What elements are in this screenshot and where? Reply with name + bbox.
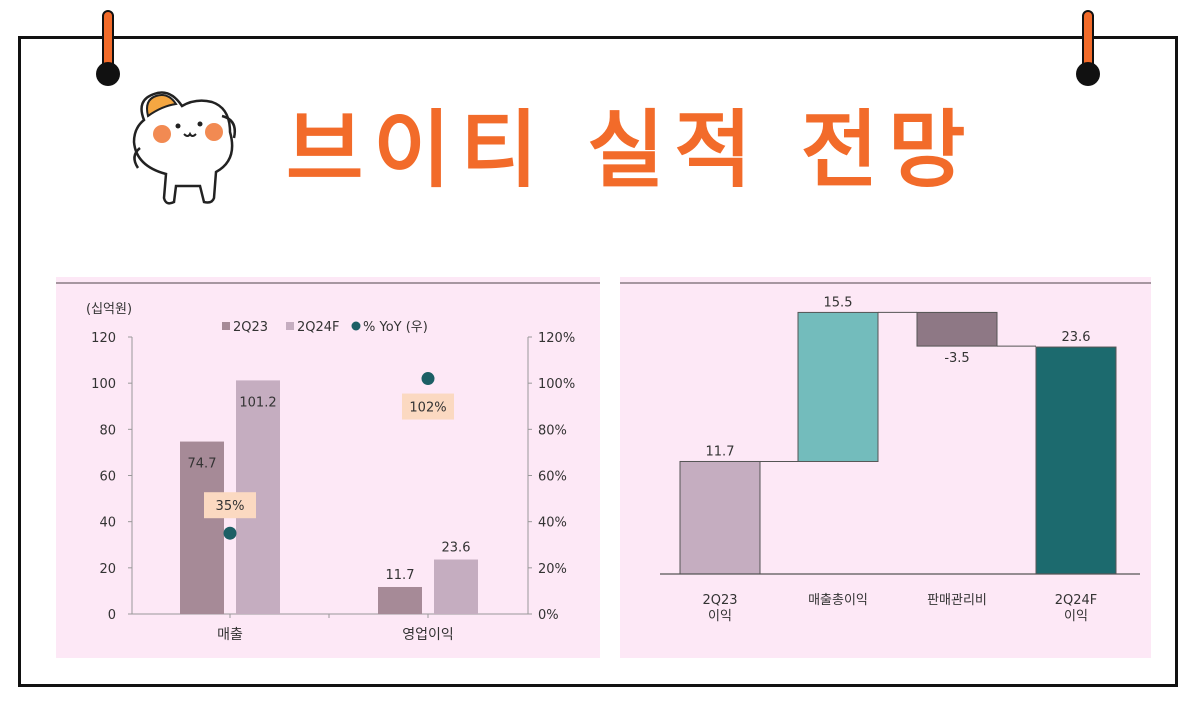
left-pin-icon [96,10,120,90]
page-title: 브이티 실적 전망 [286,101,976,199]
legend-swatch [222,322,230,330]
legend-label: 2Q23 [233,320,268,335]
y-tick-label: 120 [91,331,116,346]
sales-profit-chart: (십억원) 0 20 40 60 80 100 120 0% 20% 40% 60% 80% 100% 12… [56,282,600,643]
waterfall-bar [1035,346,1117,575]
bar-value-label: 101.2 [239,395,276,410]
category-label: 영업이익 [402,627,454,643]
yoy-label-box [402,393,454,420]
bar-value-label: 74.7 [188,457,217,472]
waterfall-category-label: 판매관리비 [927,593,987,608]
y-tick-label: 0 [108,608,116,623]
yoy-label: 102% [409,401,446,416]
bar-value-label: 11.7 [386,568,415,583]
y-tick-label: 80 [99,423,116,438]
yoy-dot [223,526,237,540]
waterfall-bar [797,311,879,462]
bar-2Q24F [434,559,478,614]
y-tick-label: 100 [91,377,116,392]
yoy-label-box [204,492,256,519]
y2-tick-label: 0% [538,608,559,623]
y-tick-label: 40 [99,516,116,531]
bar-2Q23 [378,586,422,614]
waterfall-value-label: 15.5 [824,295,853,310]
legend-swatch [351,321,361,331]
waterfall-category-label: 2Q24F 이익 [1055,593,1098,624]
waterfall-bar [916,311,998,347]
y-tick-label: 60 [99,470,116,485]
profit-waterfall-chart: 11.7 15.5 -3.5 23.6 2Q23 이익 매출총이익 판매관리비 2Q24F 이익 [620,282,1151,624]
y-tick-label: 20 [99,562,116,577]
waterfall-category-label: 2Q23 이익 [702,593,737,624]
legend-label: % YoY (우) [363,320,428,335]
bar-2Q23 [180,441,224,614]
y2-tick-label: 100% [538,377,575,392]
yoy-dot [421,372,435,386]
profit-waterfall-chart-panel: 11.7 15.5 -3.5 23.6 2Q23 이익 매출총이익 판매관리비 2Q24F 이익 [620,277,1151,658]
cat-mascot-icon [132,91,236,205]
sales-profit-chart-panel: (십억원) 0 20 40 60 80 100 120 0% 20% 40% 60% 80% 100% 12… [56,277,600,658]
y2-tick-label: 120% [538,331,575,346]
waterfall-value-label: 11.7 [706,444,735,459]
waterfall-value-label: 23.6 [1062,330,1091,345]
yoy-label: 35% [216,499,245,514]
legend-swatch [286,322,294,330]
y-axis-unit-label: (십억원) [86,302,132,317]
bar-value-label: 23.6 [442,541,471,556]
right-pin-icon [1076,10,1100,90]
waterfall-value-label: -3.5 [944,351,969,366]
legend-label: 2Q24F [297,320,340,335]
y2-tick-label: 20% [538,562,567,577]
y2-tick-label: 60% [538,470,567,485]
waterfall-category-label: 매출총이익 [808,593,868,608]
waterfall-bar [679,460,761,575]
y2-tick-label: 40% [538,516,567,531]
category-label: 매출 [217,627,243,643]
y2-tick-label: 80% [538,423,567,438]
